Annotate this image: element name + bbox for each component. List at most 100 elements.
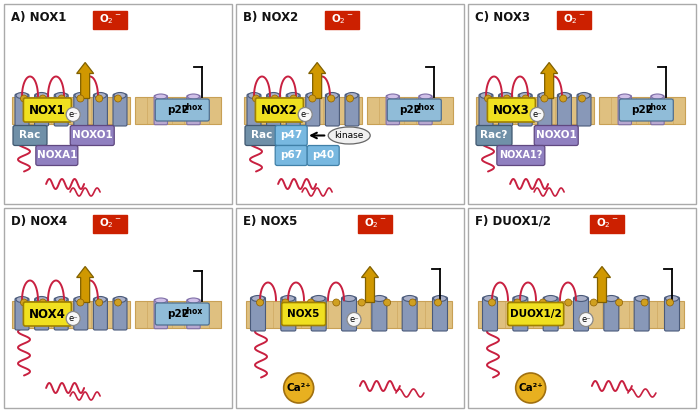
Bar — [557, 11, 592, 29]
Text: p47: p47 — [280, 131, 302, 140]
Circle shape — [522, 95, 529, 102]
Text: e⁻: e⁻ — [300, 110, 310, 119]
FancyBboxPatch shape — [256, 98, 303, 122]
Circle shape — [256, 299, 263, 306]
Text: NOX2: NOX2 — [261, 104, 298, 116]
Ellipse shape — [480, 93, 492, 98]
Circle shape — [290, 95, 297, 102]
FancyBboxPatch shape — [482, 297, 498, 331]
Circle shape — [298, 107, 312, 121]
FancyBboxPatch shape — [23, 302, 71, 326]
Ellipse shape — [605, 295, 618, 301]
FancyBboxPatch shape — [326, 94, 340, 126]
Text: F) DUOX1/2: F) DUOX1/2 — [475, 215, 551, 228]
Circle shape — [282, 299, 289, 306]
Ellipse shape — [373, 295, 386, 301]
Text: p40: p40 — [312, 150, 335, 161]
Ellipse shape — [666, 295, 678, 301]
Circle shape — [489, 299, 496, 306]
Circle shape — [20, 299, 27, 306]
Circle shape — [503, 95, 510, 102]
Text: p67: p67 — [280, 150, 302, 161]
Ellipse shape — [155, 94, 167, 99]
FancyBboxPatch shape — [402, 297, 417, 331]
Ellipse shape — [114, 297, 126, 302]
Circle shape — [565, 299, 572, 306]
Circle shape — [540, 299, 547, 306]
Bar — [476, 97, 594, 123]
Ellipse shape — [155, 298, 167, 303]
Bar — [244, 97, 362, 123]
Ellipse shape — [500, 93, 512, 98]
Ellipse shape — [94, 297, 106, 302]
Ellipse shape — [114, 93, 126, 98]
Bar — [93, 215, 127, 233]
Text: O$_2$$^-$: O$_2$$^-$ — [331, 13, 354, 26]
Bar — [135, 97, 221, 123]
FancyBboxPatch shape — [387, 99, 441, 121]
Circle shape — [58, 95, 65, 102]
Bar — [4, 4, 232, 204]
Circle shape — [58, 299, 65, 306]
Circle shape — [39, 299, 46, 306]
FancyBboxPatch shape — [267, 94, 281, 126]
Circle shape — [530, 107, 544, 121]
Circle shape — [39, 95, 46, 102]
Ellipse shape — [36, 93, 48, 98]
Ellipse shape — [36, 297, 48, 302]
Ellipse shape — [188, 94, 200, 99]
Ellipse shape — [328, 127, 370, 144]
FancyBboxPatch shape — [497, 145, 545, 166]
FancyBboxPatch shape — [281, 297, 296, 331]
FancyBboxPatch shape — [245, 126, 279, 145]
Circle shape — [358, 299, 365, 306]
FancyBboxPatch shape — [513, 297, 528, 331]
Circle shape — [77, 95, 84, 102]
Bar — [468, 4, 696, 204]
FancyArrow shape — [540, 62, 558, 98]
Text: Rac: Rac — [20, 131, 41, 140]
Text: O$_2$$^-$: O$_2$$^-$ — [596, 216, 618, 230]
Bar — [367, 97, 453, 123]
Text: NOXA1: NOXA1 — [36, 150, 77, 161]
FancyBboxPatch shape — [34, 298, 48, 330]
Circle shape — [284, 373, 314, 403]
FancyBboxPatch shape — [664, 297, 680, 331]
FancyBboxPatch shape — [372, 297, 387, 331]
Text: Rac?: Rac? — [480, 131, 508, 140]
FancyBboxPatch shape — [113, 298, 127, 330]
FancyBboxPatch shape — [275, 126, 307, 145]
FancyBboxPatch shape — [286, 94, 300, 126]
Circle shape — [66, 107, 80, 121]
FancyBboxPatch shape — [187, 95, 200, 125]
FancyBboxPatch shape — [34, 94, 48, 126]
Circle shape — [579, 313, 593, 327]
Ellipse shape — [419, 94, 431, 99]
FancyArrow shape — [309, 62, 326, 98]
Ellipse shape — [342, 295, 356, 301]
Text: phox: phox — [645, 102, 667, 112]
FancyBboxPatch shape — [113, 94, 127, 126]
Ellipse shape — [94, 93, 106, 98]
Ellipse shape — [514, 295, 527, 301]
Ellipse shape — [267, 93, 279, 98]
Circle shape — [514, 299, 521, 306]
Circle shape — [615, 299, 622, 306]
Bar — [358, 215, 392, 233]
FancyBboxPatch shape — [36, 145, 78, 166]
FancyBboxPatch shape — [15, 298, 29, 330]
Text: p22: p22 — [631, 105, 653, 115]
FancyBboxPatch shape — [306, 94, 320, 126]
Circle shape — [578, 95, 585, 102]
Ellipse shape — [188, 298, 200, 303]
Circle shape — [115, 95, 122, 102]
Text: e⁻: e⁻ — [532, 110, 542, 119]
Text: phox: phox — [414, 102, 435, 112]
Text: Ca²⁺: Ca²⁺ — [518, 383, 543, 393]
Ellipse shape — [578, 93, 590, 98]
Ellipse shape — [635, 295, 648, 301]
Bar — [246, 301, 452, 328]
FancyBboxPatch shape — [651, 95, 664, 125]
FancyBboxPatch shape — [604, 297, 619, 331]
Bar — [12, 301, 130, 328]
